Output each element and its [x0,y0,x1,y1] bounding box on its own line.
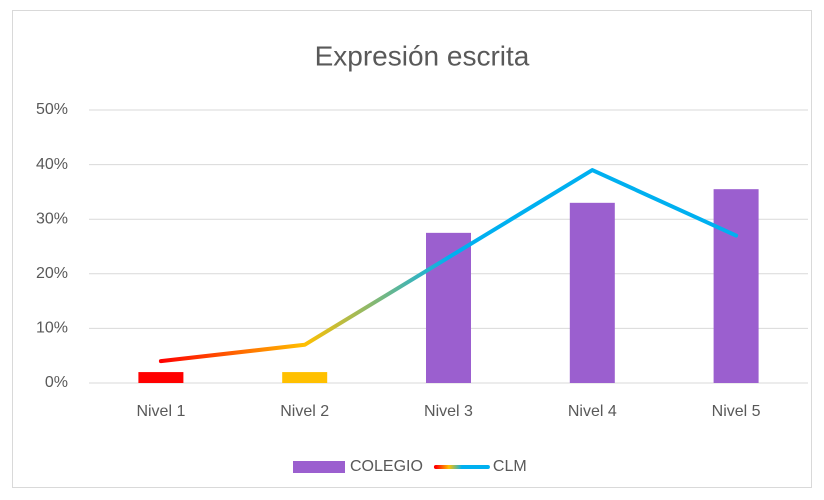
chart-border [12,10,812,488]
y-tick-label: 30% [36,210,68,227]
x-tick-label: Nivel 1 [136,403,185,420]
legend-swatch [293,461,345,473]
x-tick-label: Nivel 3 [424,403,473,420]
legend-label: CLM [493,458,527,475]
bar [713,189,759,383]
legend-label: COLEGIO [350,458,423,475]
line [158,168,739,364]
y-tick-label: 0% [45,374,68,391]
bar [282,372,328,383]
bar [138,372,184,383]
x-tick-label: Nivel 4 [568,403,617,420]
y-tick-label: 40% [36,156,68,173]
y-tick-label: 20% [36,265,68,282]
chart-title: Expresión escrita [315,40,530,71]
x-tick-label: Nivel 5 [712,403,761,420]
x-tick-label: Nivel 2 [280,403,329,420]
y-tick-label: 50% [36,101,68,118]
bar [569,202,615,383]
y-tick-label: 10% [36,320,68,337]
